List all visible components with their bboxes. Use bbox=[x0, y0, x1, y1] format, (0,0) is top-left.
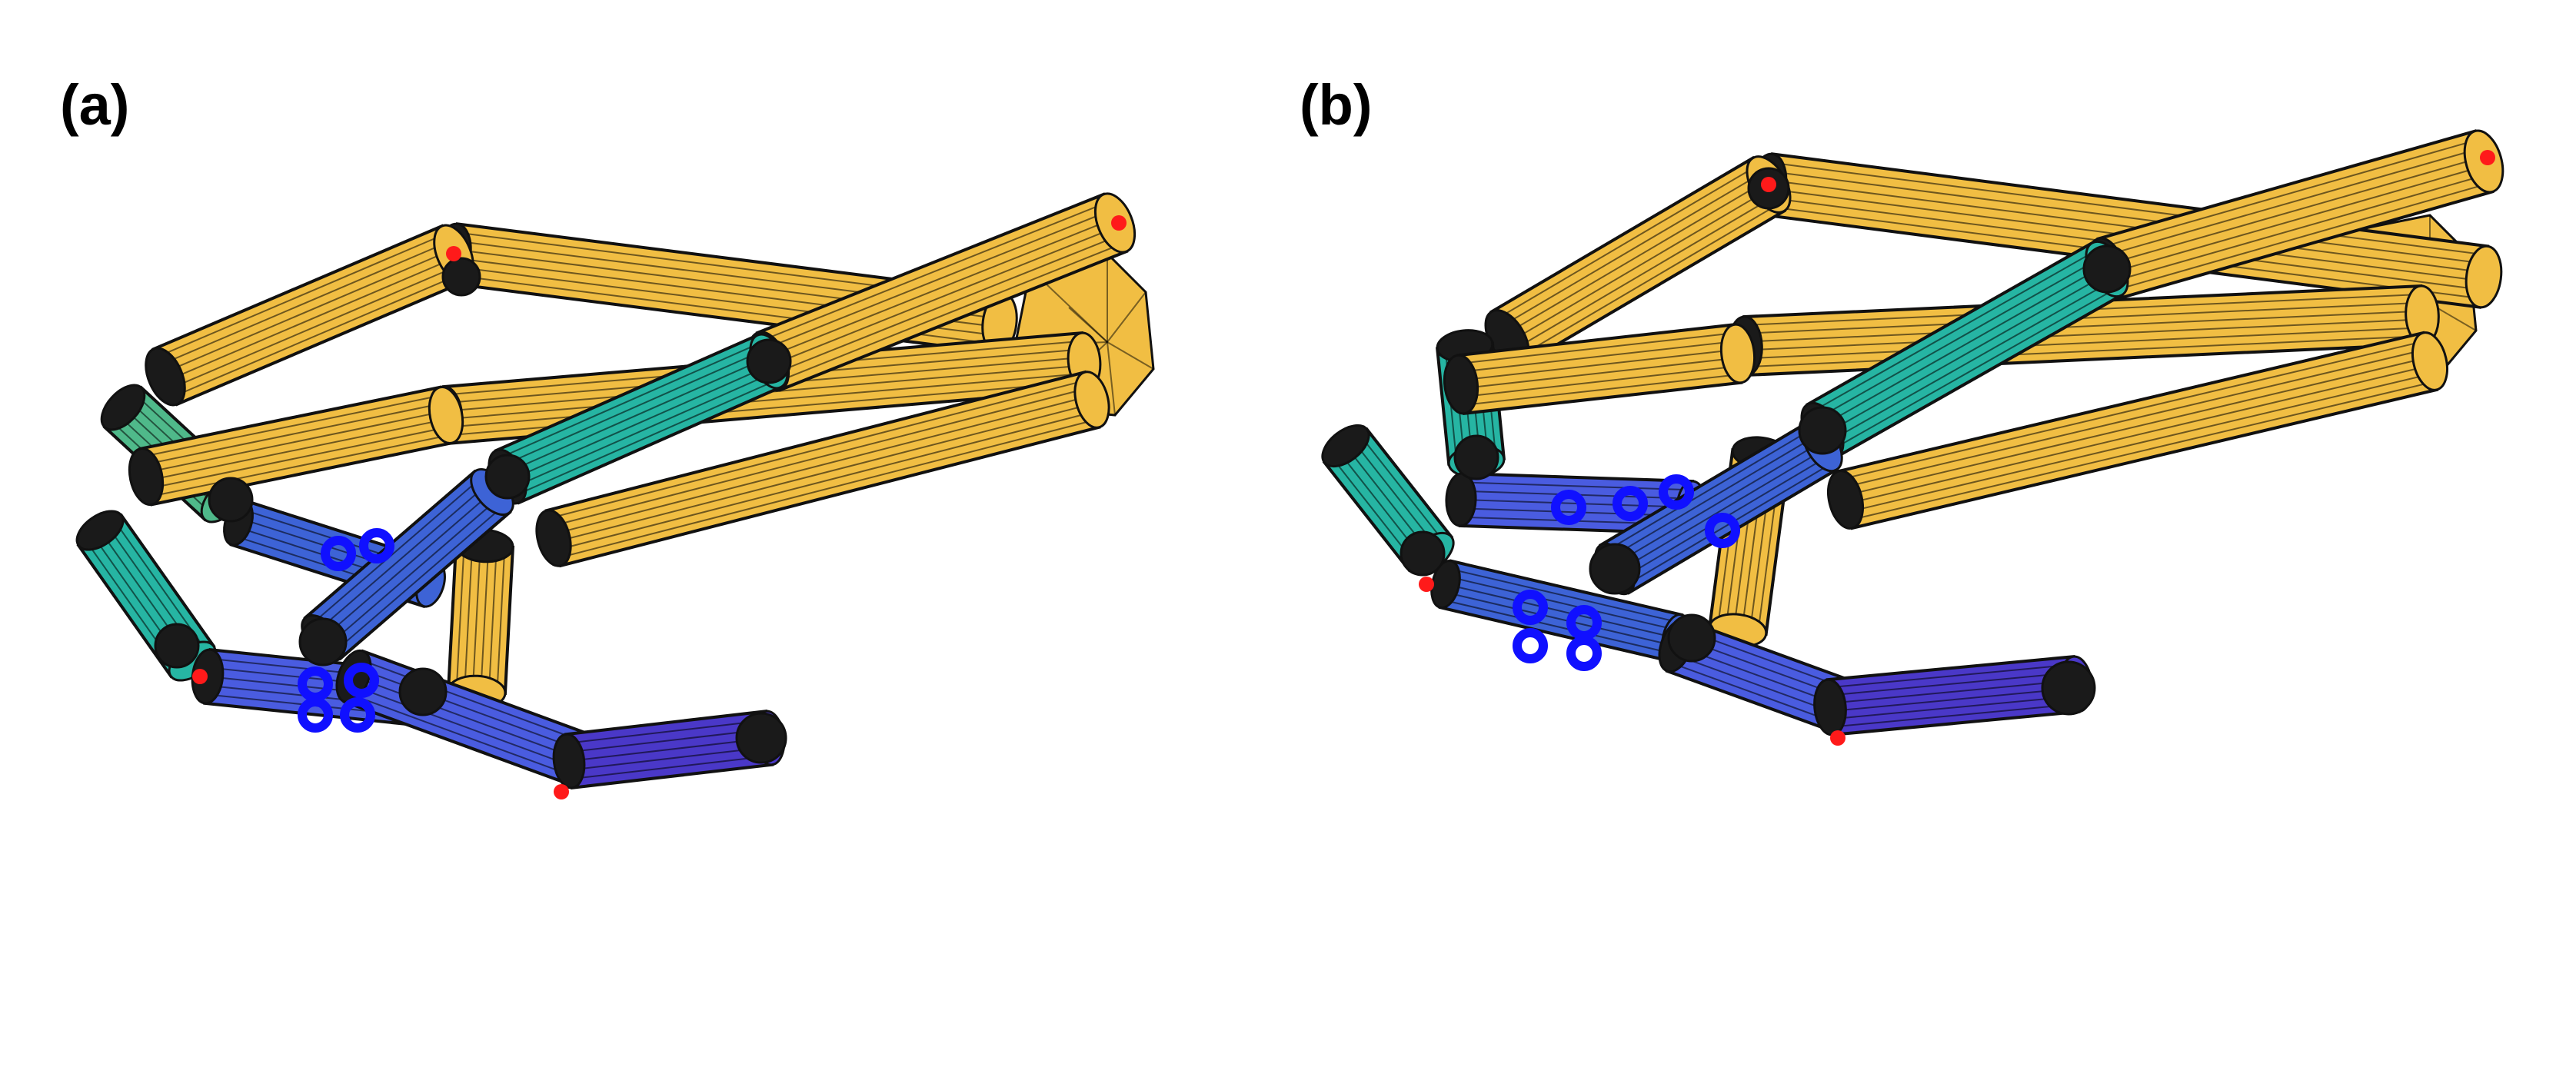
joint-4 bbox=[209, 478, 252, 521]
hand-model-b bbox=[1315, 126, 2509, 746]
joint-7 bbox=[737, 713, 786, 763]
joint-7 bbox=[2042, 662, 2095, 714]
fingertip-3 bbox=[554, 784, 569, 799]
hand-model-a bbox=[70, 188, 1153, 799]
joint-2 bbox=[747, 340, 790, 383]
joint-5 bbox=[1590, 544, 1639, 593]
joint-8 bbox=[155, 624, 198, 667]
fingertip-4 bbox=[446, 246, 461, 261]
fingertip-1 bbox=[2480, 150, 2495, 165]
joint-1 bbox=[443, 258, 480, 295]
contact-point-8 bbox=[1571, 640, 1597, 666]
little-proximal bbox=[138, 220, 481, 411]
joint-6 bbox=[1669, 615, 1715, 661]
joint-8 bbox=[1401, 532, 1444, 575]
fingertip-2 bbox=[1419, 577, 1434, 592]
joint-2 bbox=[2084, 246, 2130, 292]
joint-3 bbox=[486, 455, 529, 498]
joint-6 bbox=[400, 669, 446, 715]
contact-point-7 bbox=[1517, 633, 1543, 659]
fingertip-1 bbox=[1111, 215, 1127, 231]
joint-3 bbox=[1799, 407, 1845, 454]
joint-5 bbox=[300, 619, 346, 665]
joint-4 bbox=[1455, 436, 1498, 479]
fingertip-4 bbox=[1761, 177, 1776, 192]
fingertip-2 bbox=[192, 669, 208, 684]
fingertip-3 bbox=[1830, 730, 1845, 746]
